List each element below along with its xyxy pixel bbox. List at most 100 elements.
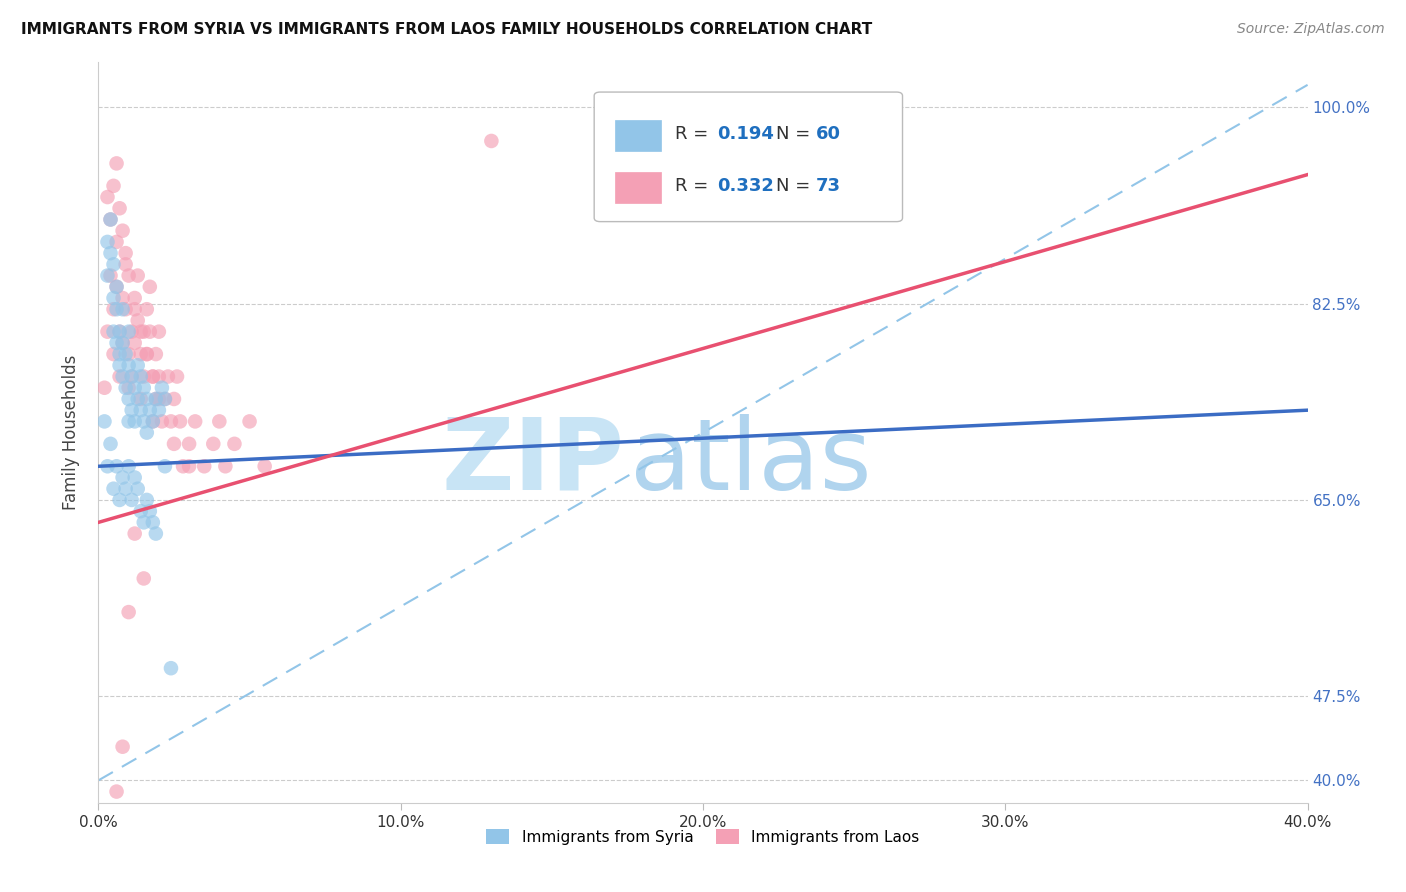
Point <box>118 381 141 395</box>
Point <box>103 178 125 193</box>
Point <box>114 246 136 260</box>
Point <box>121 325 143 339</box>
Text: IMMIGRANTS FROM SYRIA VS IMMIGRANTS FROM LAOS FAMILY HOUSEHOLDS CORRELATION CHAR: IMMIGRANTS FROM SYRIA VS IMMIGRANTS FROM… <box>21 22 872 37</box>
Point <box>148 369 170 384</box>
Point <box>105 156 128 170</box>
Point <box>139 325 162 339</box>
Point <box>145 392 167 406</box>
Point <box>121 369 143 384</box>
Point <box>114 257 136 271</box>
Point <box>166 369 188 384</box>
Point <box>111 369 134 384</box>
Point <box>224 437 246 451</box>
Point <box>108 369 131 384</box>
Point <box>142 369 165 384</box>
Text: 0.194: 0.194 <box>717 125 775 144</box>
Text: ZIP: ZIP <box>441 414 624 511</box>
Point <box>111 335 134 350</box>
Point <box>121 403 143 417</box>
Point <box>132 381 155 395</box>
Point <box>214 459 236 474</box>
Point <box>148 392 170 406</box>
Text: Source: ZipAtlas.com: Source: ZipAtlas.com <box>1237 22 1385 37</box>
Point <box>100 212 122 227</box>
Text: R =: R = <box>675 125 714 144</box>
Point <box>160 661 183 675</box>
Point <box>129 504 152 518</box>
Point <box>114 302 136 317</box>
Point <box>118 605 141 619</box>
FancyBboxPatch shape <box>614 120 661 152</box>
Point <box>142 414 165 428</box>
Point <box>111 470 134 484</box>
Point <box>105 302 128 317</box>
Point <box>169 414 191 428</box>
Legend: Immigrants from Syria, Immigrants from Laos: Immigrants from Syria, Immigrants from L… <box>481 822 925 851</box>
Point <box>118 359 141 373</box>
Point <box>105 280 128 294</box>
Point <box>105 459 128 474</box>
Point <box>121 492 143 507</box>
Point <box>127 359 149 373</box>
Point <box>193 459 215 474</box>
Point <box>105 235 128 249</box>
Point <box>108 492 131 507</box>
Point <box>124 414 146 428</box>
Point <box>124 526 146 541</box>
Point <box>145 347 167 361</box>
Point <box>103 325 125 339</box>
Point <box>118 325 141 339</box>
Point <box>208 414 231 428</box>
Point <box>153 392 176 406</box>
Text: 0.332: 0.332 <box>717 178 775 195</box>
Point <box>105 280 128 294</box>
Text: R =: R = <box>675 178 714 195</box>
Point <box>103 347 125 361</box>
Point <box>114 347 136 361</box>
Point <box>111 224 134 238</box>
Text: N =: N = <box>776 125 815 144</box>
Point <box>148 325 170 339</box>
Point <box>132 325 155 339</box>
Point <box>132 414 155 428</box>
Point <box>129 392 152 406</box>
Point <box>148 403 170 417</box>
Point <box>127 313 149 327</box>
Point <box>124 381 146 395</box>
Y-axis label: Family Households: Family Households <box>62 355 80 510</box>
Point <box>153 459 176 474</box>
Point <box>108 347 131 361</box>
Point <box>132 516 155 530</box>
Point <box>111 302 134 317</box>
Point <box>129 369 152 384</box>
Point <box>253 459 276 474</box>
Point <box>127 482 149 496</box>
Point <box>145 392 167 406</box>
Point <box>135 347 157 361</box>
Point <box>96 268 118 283</box>
Point <box>142 414 165 428</box>
Point <box>150 414 173 428</box>
Point <box>108 325 131 339</box>
Text: N =: N = <box>776 178 815 195</box>
Point <box>135 492 157 507</box>
Point <box>118 347 141 361</box>
Point <box>129 403 152 417</box>
Point <box>163 437 186 451</box>
Point <box>139 403 162 417</box>
Point <box>481 134 503 148</box>
Point <box>114 482 136 496</box>
Point <box>103 291 125 305</box>
Point <box>93 414 115 428</box>
Point <box>124 335 146 350</box>
Point <box>105 784 128 798</box>
Point <box>121 369 143 384</box>
Point <box>124 470 146 484</box>
Point <box>132 369 155 384</box>
Point <box>118 268 141 283</box>
Point <box>135 347 157 361</box>
Point <box>145 526 167 541</box>
Point <box>142 516 165 530</box>
Point <box>108 201 131 215</box>
Text: atlas: atlas <box>630 414 872 511</box>
